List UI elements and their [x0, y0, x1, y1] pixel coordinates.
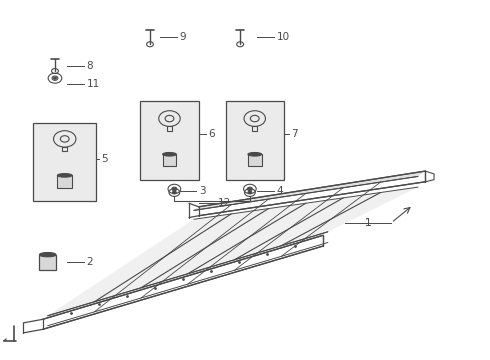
Bar — [248, 154, 262, 166]
Text: 8: 8 — [87, 61, 93, 71]
Text: 3: 3 — [199, 186, 205, 196]
Polygon shape — [194, 171, 425, 210]
Bar — [39, 255, 56, 270]
Circle shape — [53, 77, 56, 79]
Circle shape — [248, 191, 252, 194]
Text: 5: 5 — [101, 154, 108, 163]
Bar — [140, 102, 199, 180]
Text: 11: 11 — [87, 78, 100, 89]
Bar — [167, 126, 172, 131]
Bar — [163, 154, 176, 166]
Bar — [225, 102, 284, 180]
Text: 6: 6 — [208, 129, 215, 139]
Text: 10: 10 — [277, 32, 290, 42]
Text: 2: 2 — [87, 257, 93, 267]
Text: 4: 4 — [277, 186, 283, 196]
Text: 1: 1 — [365, 218, 371, 228]
Text: 9: 9 — [179, 32, 186, 42]
Polygon shape — [43, 232, 328, 319]
Ellipse shape — [39, 252, 56, 257]
Circle shape — [172, 191, 176, 194]
Bar — [62, 147, 67, 152]
Circle shape — [248, 188, 251, 190]
Text: 7: 7 — [291, 129, 298, 139]
Ellipse shape — [57, 174, 72, 177]
Text: 1: 1 — [365, 218, 371, 228]
Ellipse shape — [248, 153, 262, 156]
Bar — [33, 123, 97, 202]
Bar — [57, 175, 72, 188]
Ellipse shape — [163, 153, 176, 156]
Bar — [252, 126, 257, 131]
Circle shape — [173, 188, 175, 190]
Polygon shape — [48, 187, 418, 316]
Text: 12: 12 — [218, 198, 231, 208]
